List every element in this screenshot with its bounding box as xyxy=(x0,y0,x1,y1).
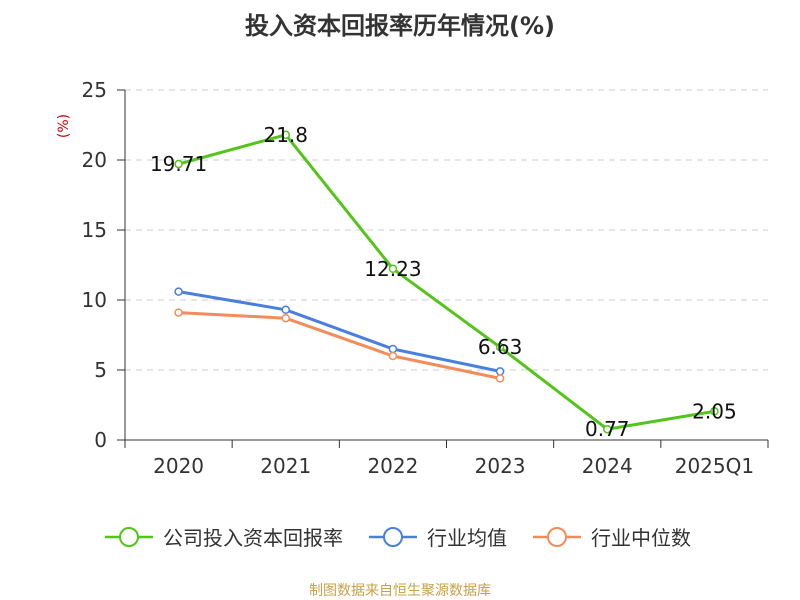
chart-title: 投入资本回报率历年情况(%) xyxy=(245,12,555,40)
series-layer xyxy=(174,130,719,434)
series-line-2 xyxy=(178,311,501,380)
y-tick-label: 10 xyxy=(82,288,107,312)
y-axis-label: (%) xyxy=(56,114,72,138)
data-point-1 xyxy=(495,367,505,376)
legend: 公司投入资本回报率 行业均值 行业中位数 xyxy=(105,526,691,550)
data-point-0 xyxy=(281,130,290,140)
legend-item-2: 行业中位数 xyxy=(533,526,691,550)
data-point-2 xyxy=(174,308,183,317)
data-point-2 xyxy=(388,351,398,361)
data-point-0 xyxy=(710,407,719,416)
data-point-2 xyxy=(495,374,505,383)
data-label: 6.63 xyxy=(478,335,523,359)
legend-marker xyxy=(547,527,567,547)
legend-label: 公司投入资本回报率 xyxy=(163,526,343,550)
data-point-1 xyxy=(174,287,183,296)
legend-marker xyxy=(383,527,403,547)
data-label: 0.77 xyxy=(585,417,630,441)
y-tick-label: 5 xyxy=(94,358,107,382)
data-label-layer: 19.71 21.8 12.23 6.63 0.77 2.05 xyxy=(150,123,737,441)
data-point-1 xyxy=(281,305,290,315)
legend-label: 行业中位数 xyxy=(591,526,691,550)
data-point-0 xyxy=(388,264,398,274)
data-label: 12.23 xyxy=(364,257,421,281)
legend-item-1: 行业均值 xyxy=(369,526,507,550)
legend-label: 行业均值 xyxy=(427,526,507,550)
y-tick-label: 20 xyxy=(82,148,107,172)
axis-layer: 0 5 10 15 20 25 2020 2021 2022 2023 2024 2025Q1 xyxy=(82,78,769,478)
y-tick-label: 0 xyxy=(94,428,107,452)
legend-item-0: 公司投入资本回报率 xyxy=(105,526,343,550)
x-tick-label: 2020 xyxy=(153,454,204,478)
x-tick-label: 2024 xyxy=(582,454,633,478)
data-label: 19.71 xyxy=(150,152,207,176)
x-tick-label: 2023 xyxy=(475,454,526,478)
data-point-1 xyxy=(388,344,398,354)
series-line-1 xyxy=(178,290,501,373)
x-tick-label: 2025Q1 xyxy=(675,454,754,478)
x-tick-label: 2022 xyxy=(367,454,418,478)
x-tick-label: 2021 xyxy=(260,454,311,478)
data-point-0 xyxy=(603,424,612,434)
data-point-0 xyxy=(495,342,505,352)
data-label: 2.05 xyxy=(692,399,737,423)
data-label: 21.8 xyxy=(263,123,308,147)
series-line-0 xyxy=(178,133,715,431)
y-tick-label: 25 xyxy=(82,78,107,102)
grid-layer xyxy=(125,89,768,371)
source-note: 制图数据来自恒生聚源数据库 xyxy=(309,583,491,599)
data-point-0 xyxy=(174,159,183,169)
y-tick-label: 15 xyxy=(82,218,107,242)
data-point-2 xyxy=(281,313,290,323)
legend-marker xyxy=(119,527,139,547)
